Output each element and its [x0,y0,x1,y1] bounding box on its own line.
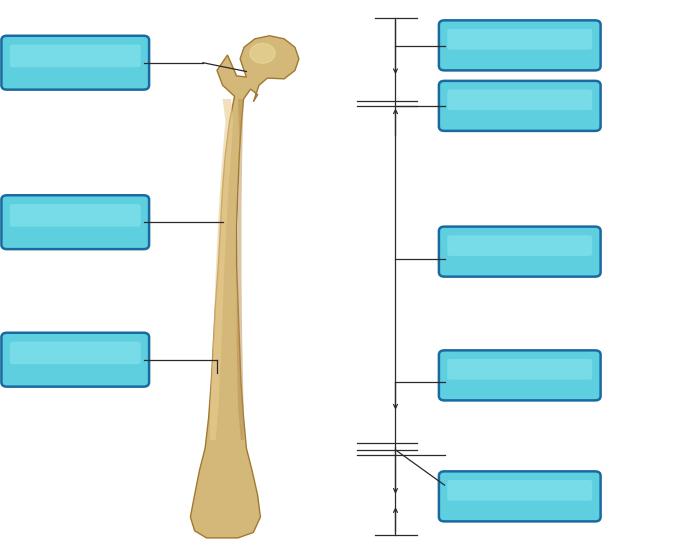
FancyBboxPatch shape [447,480,592,500]
FancyBboxPatch shape [10,45,141,67]
FancyBboxPatch shape [439,227,601,277]
FancyBboxPatch shape [439,471,601,521]
FancyBboxPatch shape [447,235,592,256]
FancyBboxPatch shape [10,342,141,364]
FancyBboxPatch shape [1,333,149,387]
FancyBboxPatch shape [447,29,592,50]
FancyBboxPatch shape [439,350,601,400]
FancyBboxPatch shape [10,204,141,227]
FancyBboxPatch shape [1,195,149,249]
Polygon shape [190,36,299,538]
FancyBboxPatch shape [439,81,601,131]
FancyBboxPatch shape [1,36,149,90]
FancyBboxPatch shape [439,20,601,70]
FancyBboxPatch shape [447,359,592,380]
Polygon shape [210,99,233,440]
Polygon shape [237,99,244,440]
Circle shape [250,43,275,63]
FancyBboxPatch shape [447,90,592,110]
